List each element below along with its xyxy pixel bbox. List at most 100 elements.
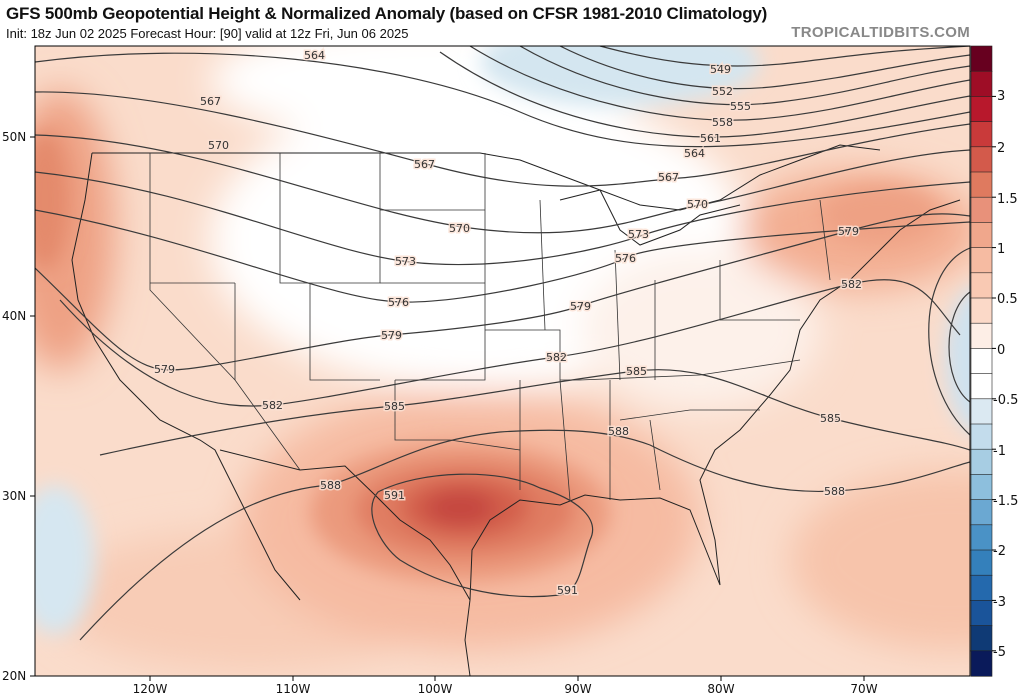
longitude-axis: 120W 110W 100W 90W 80W 70W <box>133 676 878 696</box>
contour-label: 585 <box>384 400 405 413</box>
colorbar-segment <box>970 297 993 324</box>
anomaly-shading <box>35 46 970 676</box>
contour-label: 582 <box>262 399 283 412</box>
lat-label: 50N <box>2 130 26 144</box>
contour-label: 552 <box>712 85 733 98</box>
colorbar-label: 2 <box>997 141 1005 156</box>
contour-label: 579 <box>570 300 591 313</box>
great-lakes <box>559 189 741 246</box>
colorbar-segment <box>970 474 993 501</box>
contour-label: 585 <box>820 412 841 425</box>
contour-east-low-outer <box>928 247 970 436</box>
colorbar-segment <box>970 146 993 173</box>
contour-label: 591 <box>557 584 578 597</box>
contour-label: 555 <box>730 100 751 113</box>
contour-549 <box>599 46 970 67</box>
lon-label: 70W <box>850 682 877 696</box>
contour-582 <box>59 279 961 407</box>
colorbar-segment <box>970 70 993 97</box>
colorbar-segment <box>970 121 993 148</box>
colorbar-label: -1 <box>993 444 1006 459</box>
colorbar-label: -0.5 <box>993 393 1018 408</box>
colorbar-label: -5 <box>993 645 1006 660</box>
lat-label: 40N <box>2 309 26 323</box>
colorbar-segment <box>970 650 993 677</box>
lon-label: 120W <box>133 682 168 696</box>
colorbar-segment <box>970 348 993 375</box>
colorbar-segment <box>970 448 993 476</box>
contour-564 <box>35 52 970 148</box>
contour-552 <box>559 46 970 90</box>
colorbar-label: 3 <box>997 89 1005 104</box>
contour-label: 549 <box>710 63 731 76</box>
contour-label: 579 <box>381 329 402 342</box>
contour-579 <box>35 213 970 371</box>
forecast-info: Init: 18z Jun 02 2025 Forecast Hour: [90… <box>6 26 409 41</box>
contour-label: 588 <box>608 425 629 438</box>
contour-label: 564 <box>304 49 325 62</box>
map-title: GFS 500mb Geopotential Height & Normaliz… <box>6 4 768 23</box>
colorbar-label: 0.5 <box>997 292 1018 307</box>
lon-label: 90W <box>564 682 591 696</box>
colorbar-segment <box>970 272 993 299</box>
contour-label: 576 <box>615 252 636 265</box>
contour-label: 570 <box>687 198 708 211</box>
us-canada-border <box>92 144 881 211</box>
contour-576 <box>35 209 970 303</box>
contour-label: 585 <box>626 365 647 378</box>
colorbar-segment <box>970 171 993 198</box>
contour-label: 567 <box>200 95 221 108</box>
contour-east-low-inner <box>948 291 970 403</box>
colorbar-segment <box>970 222 993 249</box>
colorbar-segment <box>970 398 993 425</box>
contour-label: 570 <box>208 139 229 152</box>
brand-watermark: TROPICALTIDBITS.COM <box>791 24 970 41</box>
contour-label: 582 <box>546 351 567 364</box>
contour-label: 558 <box>712 116 733 129</box>
colorbar-segment <box>970 423 993 450</box>
colorbar-label: -1.5 <box>993 494 1018 509</box>
colorbar-label: 1 <box>997 242 1005 257</box>
colorbar-segment <box>970 574 993 602</box>
colorbar <box>970 45 996 677</box>
contour-588 <box>79 429 970 641</box>
colorbar-segment <box>970 45 993 72</box>
colorbar-segment <box>970 373 993 400</box>
us-mexico-border <box>219 449 471 601</box>
colorbar-segment <box>970 524 993 551</box>
contour-558 <box>469 46 970 121</box>
contour-label: 582 <box>841 278 862 291</box>
colorbar-label: 0 <box>997 343 1005 358</box>
contour-label: 570 <box>449 222 470 235</box>
colorbar-segment <box>970 96 993 123</box>
colorbar-segment <box>970 499 993 526</box>
contour-label: 573 <box>628 228 649 241</box>
contour-label: 579 <box>838 225 859 238</box>
state-borders <box>149 153 831 501</box>
map-frame <box>34 45 971 677</box>
contour-573 <box>35 171 970 266</box>
colorbar-labels: 3 2 1.5 1 0.5 0 -0.5 -1 -1.5 -2 -3 -5 <box>993 89 1018 660</box>
contour-567 <box>35 91 970 187</box>
colorbar-segment <box>970 196 993 223</box>
lat-label: 20N <box>2 669 26 683</box>
colorbar-label: -2 <box>993 544 1006 559</box>
lon-label: 80W <box>707 682 734 696</box>
height-contours <box>35 46 970 641</box>
contour-label: 561 <box>700 132 721 145</box>
colorbar-segment <box>970 600 993 627</box>
contour-591 <box>371 473 594 598</box>
contour-label: 576 <box>388 296 409 309</box>
contour-label: 579 <box>154 363 175 376</box>
west-coast <box>71 152 301 601</box>
lon-label: 100W <box>418 682 453 696</box>
latitude-axis: 50N 40N 30N 20N <box>2 130 35 683</box>
colorbar-segment <box>970 625 993 652</box>
colorbar-label: -3 <box>993 595 1006 610</box>
geographic-borders <box>71 144 961 676</box>
contour-555 <box>519 46 970 106</box>
contour-570 <box>35 134 970 234</box>
contour-label: 567 <box>658 171 679 184</box>
contour-labels: 564 567 570 549 552 555 558 561 564 567 … <box>153 48 864 599</box>
